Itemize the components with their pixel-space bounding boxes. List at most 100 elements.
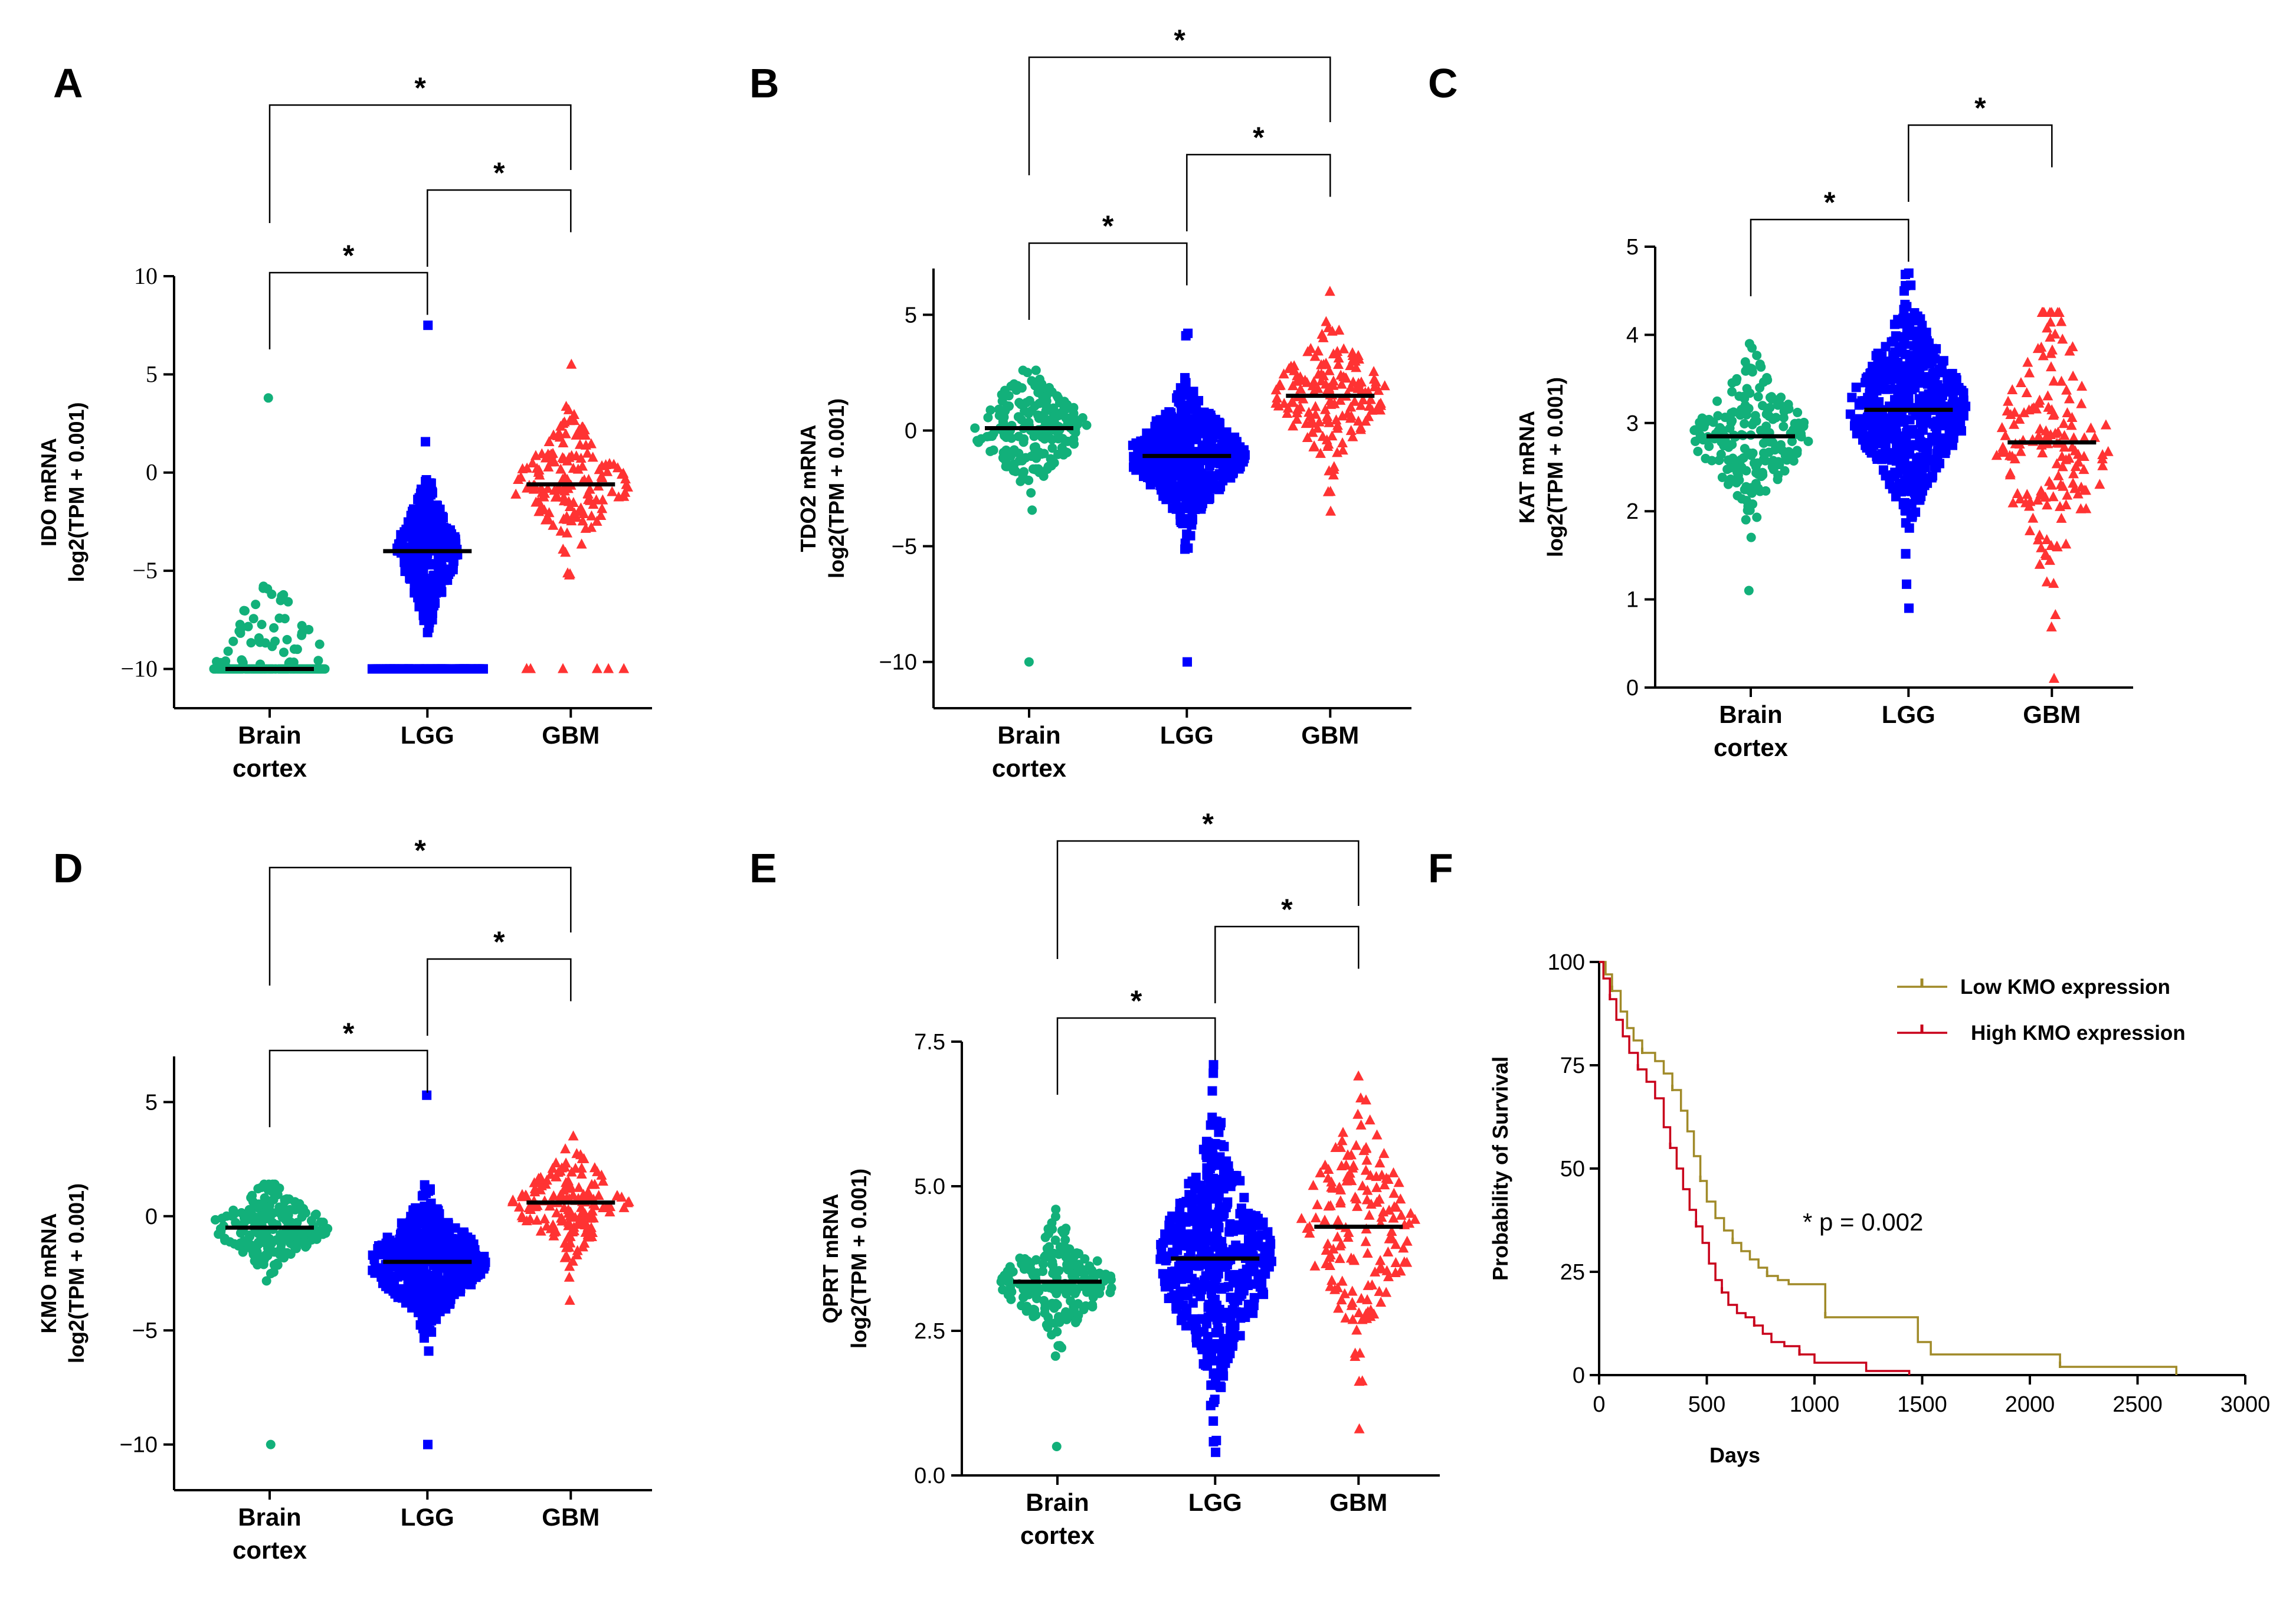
data-point xyxy=(1348,1160,1359,1170)
data-point xyxy=(1191,398,1201,408)
data-point xyxy=(1317,431,1328,441)
significance-bracket xyxy=(1214,925,1360,1003)
data-point xyxy=(550,491,561,502)
data-point xyxy=(2068,370,2079,381)
category-label: cortex xyxy=(992,754,1067,782)
data-point xyxy=(1780,451,1790,461)
data-point xyxy=(443,1279,453,1290)
data-point xyxy=(2041,576,2052,587)
data-point xyxy=(1236,1243,1246,1253)
data-point xyxy=(423,1439,433,1449)
data-point xyxy=(1897,411,1907,421)
data-point xyxy=(1742,384,1752,394)
significance-star: * xyxy=(1281,893,1293,926)
data-point xyxy=(2034,394,2045,405)
data-point xyxy=(1916,492,1926,502)
x-tick-label: 1500 xyxy=(1897,1392,1947,1417)
data-point xyxy=(2078,450,2089,461)
data-point xyxy=(245,1232,255,1242)
data-point xyxy=(1185,531,1196,541)
data-point xyxy=(2045,361,2056,372)
data-point xyxy=(1324,417,1335,427)
data-point xyxy=(1690,425,1700,435)
data-point xyxy=(1298,393,1309,404)
data-point xyxy=(555,420,566,431)
y-tick-label: −5 xyxy=(132,1318,158,1343)
data-point xyxy=(1260,1246,1270,1256)
data-point xyxy=(616,469,627,479)
data-point xyxy=(2015,377,2026,388)
data-point xyxy=(2058,418,2069,428)
data-point xyxy=(1324,365,1335,375)
data-point xyxy=(223,646,233,656)
data-point xyxy=(250,1212,260,1222)
legend-label: High KMO expression xyxy=(1971,1022,2186,1045)
data-point xyxy=(257,620,267,630)
data-point xyxy=(2019,407,2030,417)
data-point xyxy=(1134,461,1144,471)
data-point xyxy=(1151,424,1161,434)
data-point xyxy=(1996,422,2007,433)
data-point xyxy=(1308,1180,1319,1190)
data-point xyxy=(1171,1279,1181,1290)
data-point xyxy=(1851,382,1861,392)
data-point xyxy=(1930,462,1940,472)
data-point xyxy=(441,574,451,584)
data-point xyxy=(1847,392,1857,402)
data-point xyxy=(1937,365,1947,375)
significance-star: * xyxy=(1131,984,1142,1017)
data-point xyxy=(2048,375,2059,386)
data-point xyxy=(1014,398,1024,408)
data-point xyxy=(1201,1222,1211,1232)
data-point xyxy=(2069,483,2080,493)
data-point xyxy=(1211,1447,1221,1457)
data-point xyxy=(591,663,602,673)
data-point xyxy=(1033,410,1043,420)
data-point xyxy=(562,527,573,538)
data-point xyxy=(1181,1217,1191,1227)
data-point xyxy=(984,431,994,441)
data-point xyxy=(1740,444,1750,454)
data-point xyxy=(1697,422,1707,432)
data-point xyxy=(1751,479,1761,489)
data-point xyxy=(397,664,407,674)
data-point xyxy=(1249,1267,1259,1277)
data-point xyxy=(1301,418,1312,428)
data-point xyxy=(540,514,551,525)
data-point xyxy=(2055,500,2066,511)
significance-star: * xyxy=(414,834,426,867)
data-point xyxy=(274,613,284,623)
data-point xyxy=(1203,1302,1213,1312)
y-tick-label: 0 xyxy=(145,1205,158,1229)
category-label: GBM xyxy=(542,1503,600,1531)
data-point xyxy=(2081,503,2092,513)
data-point xyxy=(1783,400,1793,410)
data-point xyxy=(1234,1285,1244,1295)
data-point xyxy=(387,1283,397,1293)
data-point xyxy=(1328,379,1339,390)
data-point xyxy=(1339,372,1351,383)
data-point xyxy=(1753,392,1763,402)
data-point xyxy=(237,655,247,665)
data-point xyxy=(1201,1271,1211,1281)
data-point xyxy=(1303,407,1315,417)
data-point xyxy=(2080,485,2091,495)
data-point xyxy=(2032,534,2043,545)
data-point xyxy=(248,614,258,624)
data-point xyxy=(564,1294,575,1305)
data-point xyxy=(1318,332,1329,342)
data-point xyxy=(2097,449,2108,460)
data-point xyxy=(530,496,542,507)
data-point xyxy=(435,505,445,515)
data-point xyxy=(404,1226,414,1236)
data-point xyxy=(2021,387,2032,398)
data-point xyxy=(2009,418,2020,429)
data-point xyxy=(1368,366,1380,377)
data-point xyxy=(1909,428,1919,438)
category-label: cortex xyxy=(1714,734,1789,761)
data-point xyxy=(1282,402,1293,413)
data-point xyxy=(1024,657,1034,667)
data-point xyxy=(2028,402,2039,413)
data-point xyxy=(1204,1173,1214,1183)
data-point xyxy=(1927,356,1937,366)
